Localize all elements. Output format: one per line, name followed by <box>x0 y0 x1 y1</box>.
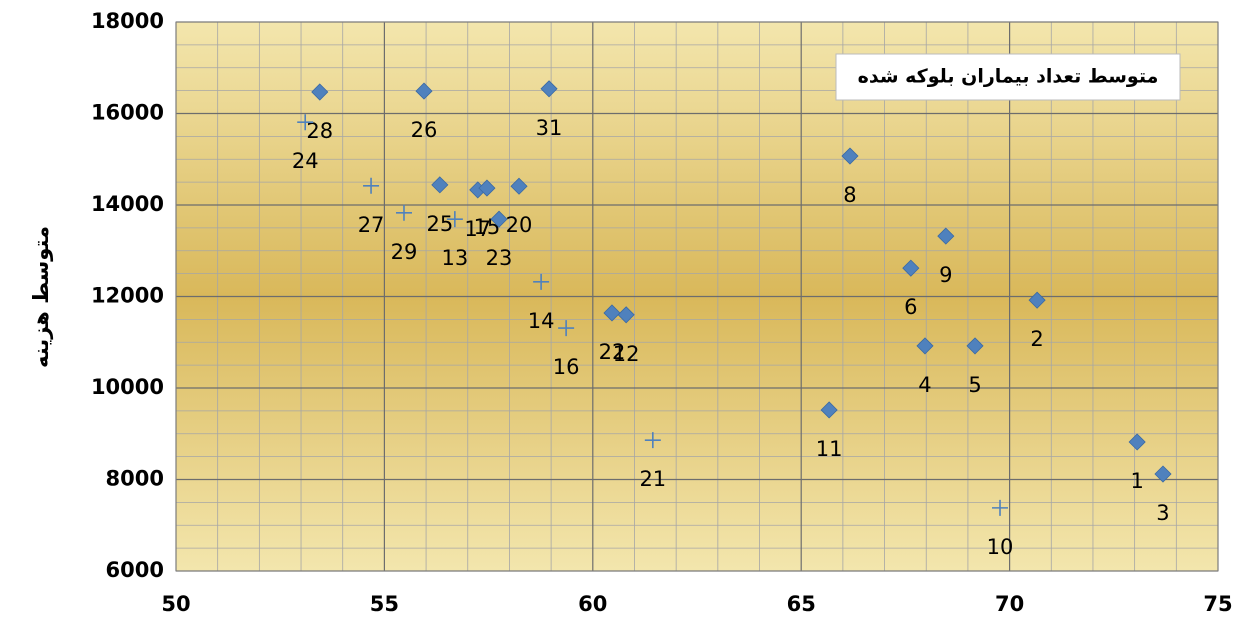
data-label: 17 <box>464 217 491 241</box>
point <box>446 211 463 228</box>
y-tick-label: 16000 <box>91 101 164 125</box>
y-tick-label: 6000 <box>106 558 164 582</box>
point <box>902 259 920 277</box>
data-label: 28 <box>306 119 333 143</box>
point <box>966 337 984 355</box>
data-label: 4 <box>918 373 931 397</box>
data-label: 12 <box>613 342 640 366</box>
plot-border <box>175 21 1219 572</box>
x-tick-label: 65 <box>787 592 816 616</box>
data-label: 24 <box>292 149 319 173</box>
point <box>363 177 380 194</box>
point <box>841 147 859 165</box>
data-label: 16 <box>553 355 580 379</box>
data-label: 14 <box>528 309 555 333</box>
point <box>490 210 508 228</box>
data-label: 6 <box>904 295 917 319</box>
x-tick-label: 75 <box>1203 592 1232 616</box>
chart-title: متوسط تعداد بیماران بلوکه شده <box>858 66 1159 88</box>
data-label: 29 <box>391 240 418 264</box>
data-label: 22 <box>599 340 626 364</box>
point <box>992 499 1009 516</box>
data-label: 1 <box>1130 469 1143 493</box>
point <box>395 204 412 221</box>
point <box>644 432 661 449</box>
y-tick-label: 18000 <box>91 9 164 33</box>
data-label: 2 <box>1030 327 1043 351</box>
point <box>558 320 575 337</box>
point <box>1128 433 1146 451</box>
point <box>603 304 621 322</box>
data-label: 25 <box>426 212 453 236</box>
point <box>431 176 449 194</box>
y-axis-title: متوسط هزینه <box>29 226 53 368</box>
point <box>1154 465 1172 483</box>
point <box>297 114 314 131</box>
point <box>916 337 934 355</box>
data-label: 27 <box>358 213 385 237</box>
data-label: 8 <box>843 183 856 207</box>
point <box>415 82 433 100</box>
data-label: 5 <box>968 373 981 397</box>
point <box>533 273 550 290</box>
x-tick-label: 50 <box>161 592 190 616</box>
x-tick-label: 70 <box>995 592 1024 616</box>
point <box>540 80 558 98</box>
y-tick-label: 8000 <box>106 467 164 491</box>
data-label: 10 <box>987 535 1014 559</box>
data-label: 3 <box>1156 501 1169 525</box>
point <box>478 179 496 197</box>
title-box <box>835 53 1181 101</box>
data-label: 23 <box>486 246 513 270</box>
point <box>311 83 329 101</box>
data-label: 31 <box>536 116 563 140</box>
data-label: 21 <box>639 467 666 491</box>
point <box>510 177 528 195</box>
point <box>1028 291 1046 309</box>
y-tick-label: 14000 <box>91 192 164 216</box>
data-label: 9 <box>939 263 952 287</box>
data-label: 13 <box>441 246 468 270</box>
data-label: 11 <box>816 437 843 461</box>
data-label: 26 <box>411 118 438 142</box>
point <box>617 306 635 324</box>
y-tick-label: 12000 <box>91 284 164 308</box>
point <box>937 227 955 245</box>
y-tick-label: 10000 <box>91 375 164 399</box>
x-tick-label: 60 <box>578 592 607 616</box>
point <box>820 401 838 419</box>
data-label: 20 <box>506 213 533 237</box>
x-tick-label: 55 <box>370 592 399 616</box>
